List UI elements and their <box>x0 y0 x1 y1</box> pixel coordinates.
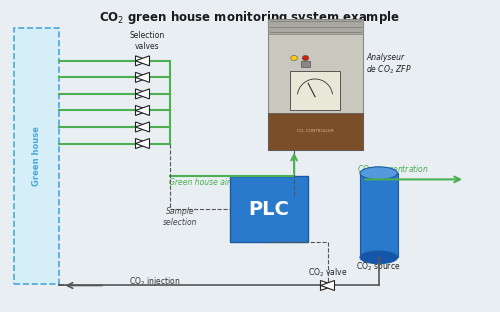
Polygon shape <box>136 89 149 99</box>
Text: Sample
selection: Sample selection <box>163 207 197 227</box>
FancyBboxPatch shape <box>268 19 362 34</box>
FancyBboxPatch shape <box>230 176 308 242</box>
Text: PLC: PLC <box>248 200 289 218</box>
Text: CO$_2$ green house monitoring system example: CO$_2$ green house monitoring system exa… <box>100 9 401 26</box>
FancyBboxPatch shape <box>301 61 310 67</box>
Ellipse shape <box>291 56 298 61</box>
Text: Selection
valves: Selection valves <box>130 31 165 51</box>
Polygon shape <box>136 72 149 82</box>
Ellipse shape <box>360 251 398 264</box>
Polygon shape <box>320 280 334 290</box>
Ellipse shape <box>302 56 309 61</box>
Text: CO$_2$ concentration: CO$_2$ concentration <box>356 164 428 176</box>
Polygon shape <box>320 280 334 290</box>
Text: CO₂ CONTROLLER: CO₂ CONTROLLER <box>296 129 334 134</box>
FancyBboxPatch shape <box>290 71 340 110</box>
FancyBboxPatch shape <box>360 173 398 257</box>
Polygon shape <box>136 122 149 132</box>
FancyBboxPatch shape <box>268 19 362 150</box>
Text: CO$_2$ source: CO$_2$ source <box>356 261 401 273</box>
Polygon shape <box>136 56 149 66</box>
Text: Green house air: Green house air <box>170 178 230 187</box>
Polygon shape <box>136 89 149 99</box>
Polygon shape <box>136 105 149 115</box>
Text: CO$_2$ injection: CO$_2$ injection <box>130 275 180 289</box>
FancyBboxPatch shape <box>268 113 362 150</box>
Polygon shape <box>136 139 149 149</box>
Polygon shape <box>136 139 149 149</box>
Text: Green house: Green house <box>32 126 41 186</box>
Ellipse shape <box>360 167 398 179</box>
FancyBboxPatch shape <box>14 28 59 284</box>
Polygon shape <box>136 122 149 132</box>
Polygon shape <box>136 56 149 66</box>
Text: CO$_2$ valve: CO$_2$ valve <box>308 267 348 280</box>
Text: Analyseur
de CO$_2$ ZFP: Analyseur de CO$_2$ ZFP <box>366 53 412 76</box>
Polygon shape <box>136 72 149 82</box>
Polygon shape <box>136 105 149 115</box>
